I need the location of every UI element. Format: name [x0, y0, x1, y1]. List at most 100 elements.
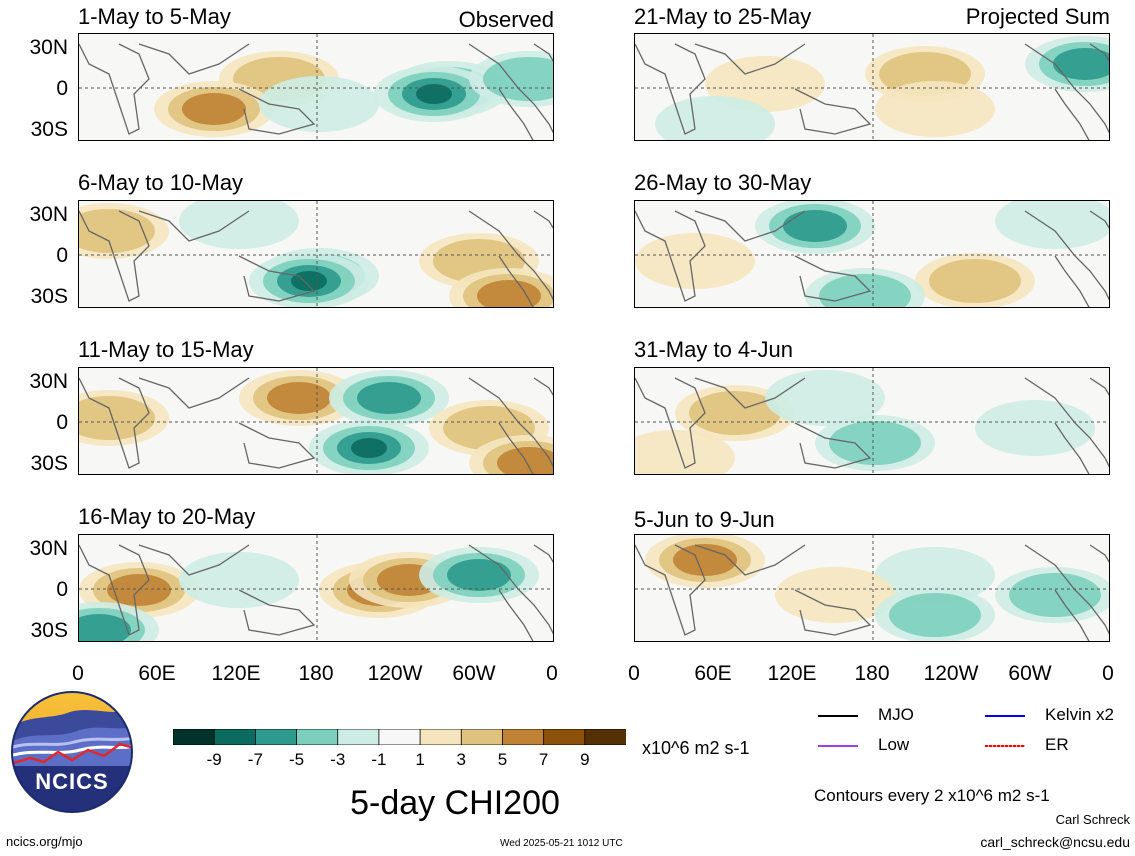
coastline: [533, 43, 553, 62]
colorbar-swatch: [213, 728, 257, 746]
coastline: [1024, 544, 1109, 635]
panel-title: 6-May to 10-May: [78, 170, 244, 195]
ncics-logo: NCICS: [10, 690, 134, 814]
coastline: [468, 210, 553, 301]
lat-label-30s: 30S: [30, 118, 68, 141]
colorbar-tick-label: 5: [497, 750, 508, 769]
coastline: [79, 377, 150, 469]
coastline: [1054, 422, 1090, 474]
colorbar-tick-label: -7: [247, 750, 263, 769]
legend-low: Low: [878, 735, 910, 754]
legend-er: ER: [1045, 735, 1069, 754]
colorbar-tick-label: 3: [456, 750, 466, 769]
coastline: [1054, 255, 1090, 307]
mjo-line-swatch: [818, 715, 858, 717]
coastline: [533, 377, 553, 396]
coastline: [468, 43, 553, 134]
anomaly-map: [634, 367, 1110, 475]
anomaly-map: [78, 367, 554, 475]
coastline: [138, 544, 250, 576]
er-line-swatch: [985, 745, 1025, 747]
lon-label: 180: [298, 662, 334, 685]
coastline: [635, 544, 706, 636]
lon-label: 0: [1102, 662, 1114, 685]
lon-label: 60E: [138, 662, 176, 685]
colorbar: [172, 728, 627, 746]
coastline: [794, 255, 872, 302]
kelvin-line-swatch: [985, 715, 1025, 717]
lon-label: 60W: [1008, 662, 1052, 685]
coastline: [694, 377, 806, 409]
coastline: [498, 589, 534, 641]
panel-title: 16-May to 20-May: [78, 504, 256, 529]
panel-title: 11-May to 15-May: [78, 337, 254, 362]
anomaly-map: [634, 200, 1110, 308]
lon-label: 0: [546, 662, 558, 685]
panel-title: 21-May to 25-May: [634, 4, 812, 29]
colorbar-units: x10^6 m2 s-1: [642, 738, 750, 758]
lon-label: 180: [854, 662, 890, 685]
coastline: [533, 210, 553, 229]
lat-label-30s: 30S: [30, 285, 68, 308]
colorbar-swatch: [172, 728, 216, 746]
coastline: [694, 43, 806, 75]
coastline: [533, 544, 553, 563]
coastline: [238, 589, 316, 636]
coastline: [1089, 210, 1109, 229]
footer-author: Carl Schreck: [1055, 812, 1130, 827]
lon-label: 0: [628, 662, 640, 685]
colorbar-swatch: [296, 728, 339, 746]
main-title: 5-day CHI200: [350, 784, 560, 822]
footer-email: carl_schreck@ncsu.edu: [980, 834, 1130, 850]
coastline: [1089, 43, 1109, 62]
lat-label-30n: 30N: [29, 36, 68, 59]
contour-note: Contours every 2 x10^6 m2 s-1: [814, 786, 1050, 805]
colorbar-tick-label: 1: [415, 750, 425, 769]
lat-label-30s: 30S: [30, 452, 68, 475]
lon-label: 60E: [694, 662, 732, 685]
coastline: [138, 210, 250, 242]
colorbar-swatch: [419, 728, 463, 746]
coastline: [794, 88, 872, 135]
lat-label-30n: 30N: [29, 370, 68, 393]
anomaly-map: [78, 200, 554, 308]
lat-label-30n: 30N: [29, 537, 68, 560]
coastline: [79, 210, 150, 302]
colorbar-tick-label: 7: [538, 750, 549, 769]
lon-label: 60W: [452, 662, 496, 685]
low-line-swatch: [818, 745, 858, 747]
coastline: [694, 544, 806, 576]
panel-title: 31-May to 4-Jun: [634, 337, 793, 362]
coastline: [1089, 544, 1109, 563]
lon-label: 120W: [923, 662, 979, 685]
panel-title: 5-Jun to 9-Jun: [634, 507, 775, 532]
panel-tag: Projected Sum: [965, 4, 1110, 29]
coastline: [238, 88, 316, 135]
colorbar-tick-label: 9: [580, 750, 590, 769]
colorbar-swatch: [460, 728, 504, 746]
panel-title: 26-May to 30-May: [634, 170, 812, 195]
colorbar-swatch: [584, 728, 627, 746]
panel-title: 1-May to 5-May: [78, 4, 231, 29]
coastline: [498, 422, 534, 474]
footer-timestamp: Wed 2025-05-21 1012 UTC: [500, 838, 623, 849]
colorbar-tick-label: -3: [330, 750, 346, 769]
coastline: [635, 43, 706, 135]
logo-text: NCICS: [35, 769, 109, 794]
coastline: [635, 377, 706, 469]
coastline: [794, 589, 872, 636]
anomaly-map: [78, 534, 554, 642]
coastline: [635, 210, 706, 302]
colorbar-swatch: [502, 728, 545, 746]
lon-label: 0: [72, 662, 84, 685]
colorbar-tick-label: -9: [206, 750, 222, 769]
lat-label-eq: 0: [56, 578, 68, 601]
coastline: [79, 43, 150, 135]
colorbar-swatch: [337, 728, 380, 746]
coastline: [138, 377, 250, 409]
coastline: [1024, 210, 1109, 301]
footer-url: ncics.org/mjo: [6, 834, 83, 849]
coastline: [79, 544, 150, 636]
coastline: [1024, 377, 1109, 468]
colorbar-tick-label: -5: [288, 750, 305, 769]
